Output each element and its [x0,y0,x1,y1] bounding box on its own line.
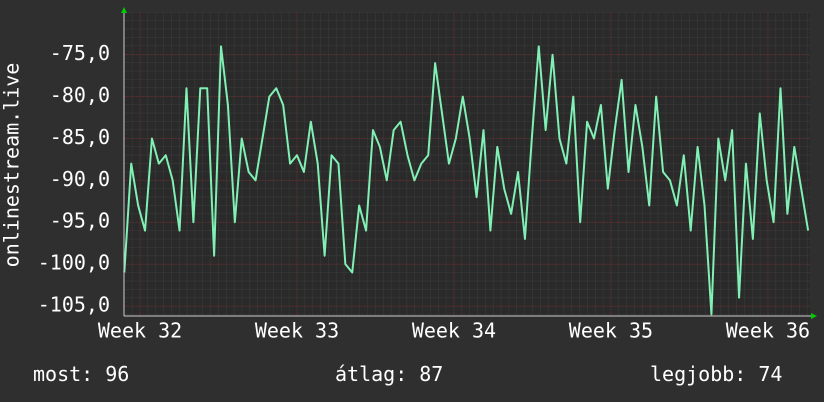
stat-value: 74 [758,362,782,386]
labels: -75,0 -80,0 -85,0 -90,0 -95,0 -100,0 -105,0 Wee… [38,41,810,342]
y-tick-label: -75,0 [50,41,110,65]
y-tick-label: -90,0 [50,167,110,191]
y-tick-label: -95,0 [50,209,110,233]
stat-label: legjobb: [650,362,746,386]
y-tick-label: -80,0 [50,83,110,107]
x-tick-label: Week 32 [98,319,182,343]
x-axis-arrow [811,313,817,319]
stat: átlag: 87 [335,362,443,386]
y-axis-label: onlinestream.live [0,63,24,268]
y-axis-arrow [121,7,127,13]
stat-value: 87 [419,362,443,386]
x-tick-label: Week 33 [255,319,339,343]
stat-label: most: [33,362,93,386]
y-tick-label: -100,0 [38,251,110,275]
x-tick-label: Week 36 [726,319,810,343]
data-line [123,45,810,316]
stats: most: 96 átlag: 87 legjobb: 74 [33,362,782,386]
stat: most: 96 [33,362,129,386]
stat: legjobb: 74 [650,362,782,386]
plot [123,45,810,316]
x-tick-label: Week 34 [412,319,496,343]
stat-label: átlag: [335,362,407,386]
x-tick-label: Week 35 [569,319,653,343]
stat-value: 96 [105,362,129,386]
minor-grid [124,12,810,316]
y-tick-label: -85,0 [50,125,110,149]
y-tick-label: -105,0 [38,292,110,316]
